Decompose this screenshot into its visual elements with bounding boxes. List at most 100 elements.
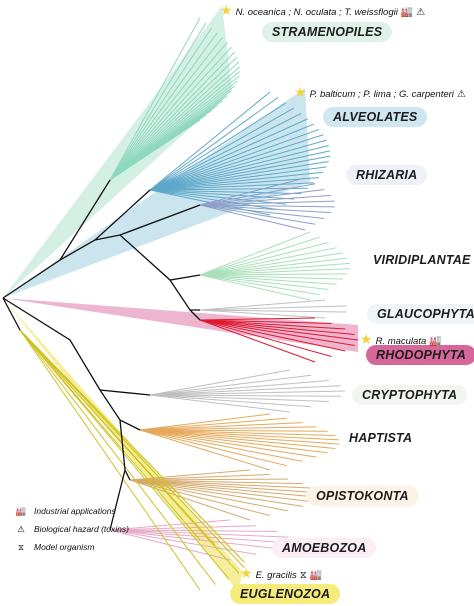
branch (149, 374, 312, 396)
clade-label-euglenozoa: EUGLENOZOA (230, 584, 341, 604)
legend-hazard: ⚠ Biological hazard (toxins) (14, 524, 129, 535)
branch (199, 319, 332, 324)
branch (199, 274, 320, 296)
hazard-icon: ⚠ (456, 89, 466, 100)
branch (199, 309, 326, 319)
legend-label: Model organism (34, 542, 95, 552)
clade-label-alveolates: ALVEOLATES (323, 107, 428, 127)
branch (199, 268, 350, 276)
branch (139, 429, 317, 458)
branch (149, 394, 341, 397)
branch (129, 479, 303, 507)
legend-industrial: 🏭 Industrial applications (14, 506, 116, 517)
legend-label: Biological hazard (toxins) (34, 524, 129, 534)
branch (109, 22, 207, 181)
branch (199, 200, 335, 206)
branch (199, 274, 329, 291)
branch (109, 27, 213, 181)
euglenozoa-branches (19, 329, 245, 591)
branch (139, 413, 271, 431)
branch (149, 394, 312, 408)
annotation-text: N. oceanica ; N. oculata ; T. weissflogi… (235, 7, 398, 18)
branch (149, 123, 315, 191)
branch (199, 262, 350, 276)
branch (149, 189, 294, 200)
branch (199, 319, 332, 357)
rhizaria-branches (199, 177, 335, 231)
rhodophyta-fan (3, 298, 358, 352)
clade-label-opistokonta: OPISTOKONTA (306, 486, 419, 506)
branch (149, 380, 329, 396)
glaucophyta-branches (199, 299, 347, 319)
branch (199, 252, 343, 276)
branch (129, 479, 320, 494)
industry-icon: 🏭 (309, 570, 323, 581)
branch (149, 144, 329, 191)
branch (199, 317, 316, 321)
annotation-stramenopiles: ★ N. oceanica ; N. oculata ; T. weissflog… (220, 2, 425, 19)
branch (139, 429, 340, 445)
branch (199, 274, 311, 301)
branch (139, 426, 317, 431)
branch (199, 204, 316, 225)
branch (139, 417, 287, 431)
branch (129, 479, 314, 503)
branch (149, 189, 287, 205)
branch (19, 329, 201, 591)
branch (199, 194, 332, 206)
branch (199, 305, 347, 311)
clade-label-rhizaria: RHIZARIA (346, 165, 428, 185)
clade-label-cryptophyta: CRYPTOPHYTA (352, 385, 468, 405)
branch (109, 37, 223, 181)
clade-label-rhodophyta: RHODOPHYTA (366, 345, 474, 365)
branch (199, 231, 311, 276)
branch (109, 32, 218, 181)
annotation-text: P. balticum ; P. lima ; G. carpenteri (309, 89, 454, 100)
branch (149, 390, 346, 396)
backbone-branch (2, 297, 21, 331)
branch (129, 469, 251, 481)
branch (149, 150, 330, 191)
alveolates-fan (3, 88, 310, 298)
industry-icon: 🏭 (429, 336, 442, 347)
branch (139, 429, 303, 462)
opistokonta-branches (129, 469, 320, 521)
branch (19, 329, 245, 563)
alveolates-branches (149, 91, 330, 216)
backbone-branch (169, 279, 200, 311)
haptista-branches (139, 413, 340, 471)
branch (109, 56, 238, 181)
branch (129, 479, 288, 512)
branch (19, 329, 240, 574)
branch (109, 41, 228, 181)
branch (149, 91, 271, 191)
branch (109, 46, 232, 181)
stramenopiles-fan (3, 6, 232, 298)
branch (149, 166, 327, 191)
branch (129, 478, 288, 481)
annotation-text: E. gracilis (255, 570, 297, 581)
branch (199, 319, 316, 363)
branch (149, 177, 320, 191)
backbone-branch (2, 297, 151, 396)
annotation-euglenozoa: ★ E. gracilis ⧖ 🏭 (240, 565, 322, 582)
branch (149, 385, 341, 396)
branch (19, 329, 216, 585)
branch (149, 189, 302, 195)
branch (139, 429, 340, 441)
branch (109, 529, 289, 538)
branch (149, 128, 320, 191)
branch (199, 177, 306, 206)
branch (199, 319, 355, 335)
branch (109, 75, 240, 181)
branch (149, 161, 329, 191)
branch (199, 274, 337, 285)
branch (199, 274, 343, 280)
branch (109, 529, 257, 555)
star-icon: ★ (294, 84, 307, 100)
backbone-branch (189, 309, 201, 321)
branch (139, 429, 271, 471)
clade-label-amoebozoa: AMOEBOZOA (272, 538, 377, 558)
annotation-text: R. maculata (375, 336, 427, 347)
